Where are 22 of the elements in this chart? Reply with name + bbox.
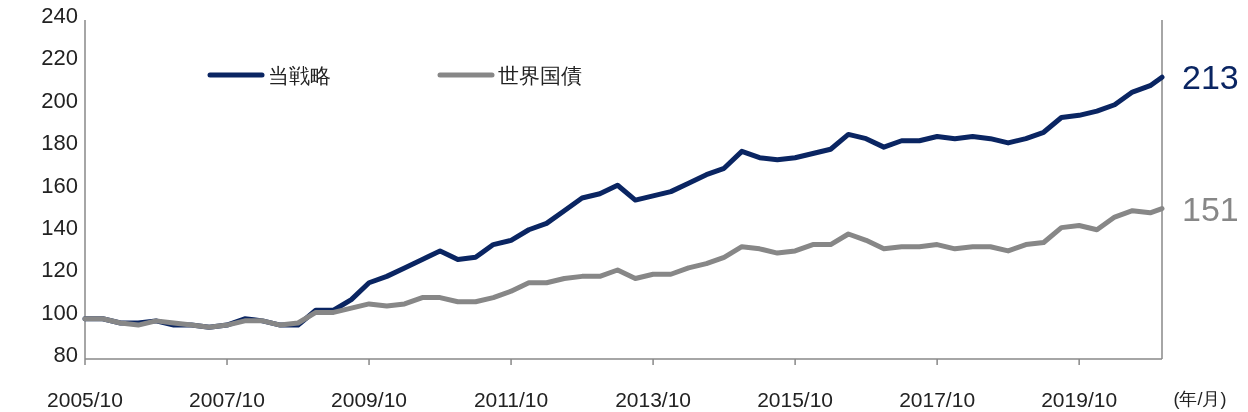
x-tick-label: 2009/10 [331,388,407,411]
y-tick-label: 240 [41,3,78,28]
x-tick-label: 2011/10 [473,388,549,411]
y-tick-label: 100 [41,299,78,325]
x-tick-label: 2005/10 [47,388,123,411]
y-tick-label: 160 [41,172,78,198]
y-tick-label: 80 [53,342,78,367]
y-tick-label: 180 [41,130,78,156]
x-axis-title: (年/月) [1173,389,1227,409]
y-tick-label: 200 [41,87,78,113]
y-tick-label: 140 [41,214,78,240]
x-tick-label: 2007/10 [189,388,265,411]
legend-label: 世界国債 [498,64,582,87]
y-tick-label: 220 [41,45,78,71]
y-tick-label: 120 [41,257,78,283]
x-tick-label: 2019/10 [1041,388,1118,411]
legend-label: 当戦略 [268,64,331,87]
annotation: 213 [1182,58,1239,97]
x-tick-label: 2015/10 [757,388,834,411]
x-tick-label: 2013/10 [615,388,692,411]
annotation: 151 [1182,189,1239,228]
x-tick-label: 2017/10 [899,388,976,411]
